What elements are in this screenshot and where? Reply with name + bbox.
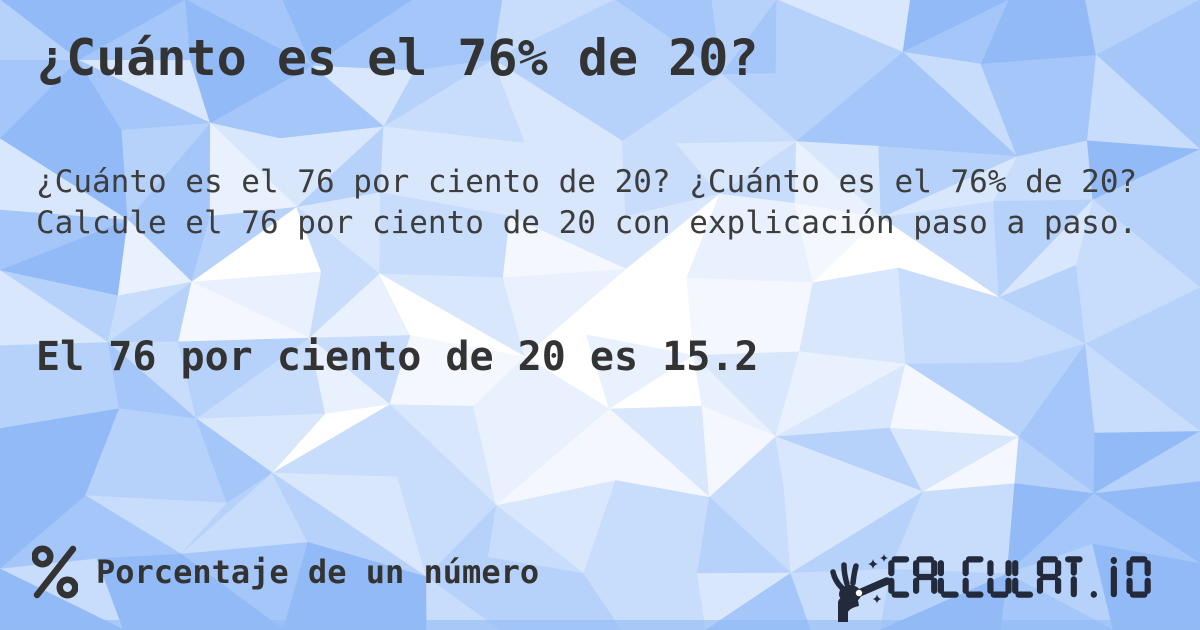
category-label: Porcentaje de un número <box>96 552 540 591</box>
percent-icon <box>32 545 78 598</box>
page-description: ¿Cuánto es el 76 por ciento de 20? ¿Cuán… <box>36 164 1138 241</box>
magic-wand-hand-icon <box>830 554 891 622</box>
answer-heading: El 76 por ciento de 20 es 15.2 <box>36 334 759 380</box>
bottom-accent-bar <box>0 620 1200 630</box>
brand-wordmark <box>888 556 1151 598</box>
page-title: ¿Cuánto es el 76% de 20? <box>36 29 759 87</box>
category-badge: Porcentaje de un número <box>32 545 539 598</box>
